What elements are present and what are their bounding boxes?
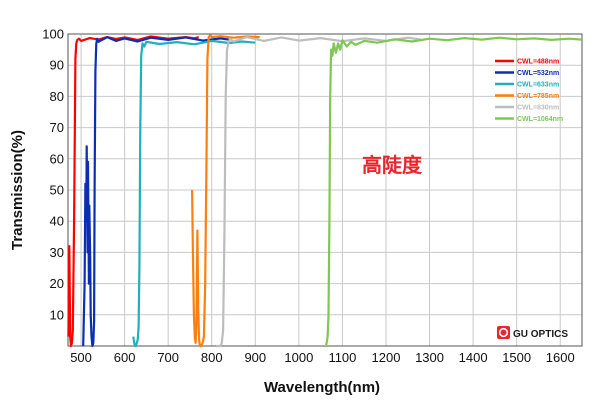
logo-ring-icon xyxy=(498,327,509,338)
legend-label: CWL=633nm xyxy=(517,82,559,89)
x-tick-label: 1100 xyxy=(328,350,356,365)
x-tick-label: 500 xyxy=(70,350,92,365)
x-tick-label: 900 xyxy=(244,350,266,365)
y-tick-label: 10 xyxy=(50,307,64,322)
y-axis-title: Transmission(%) xyxy=(9,130,26,250)
x-tick-label: 800 xyxy=(201,350,223,365)
x-tick-labels: 500 600 700 800 900 1000 1100 1200 1300 1400 1500 1… xyxy=(70,350,574,365)
series-layer xyxy=(67,34,583,348)
x-tick-label: 1600 xyxy=(546,350,575,365)
y-tick-label: 30 xyxy=(50,245,64,260)
series-line-5 xyxy=(216,35,421,348)
x-tick-label: 1300 xyxy=(415,350,444,365)
y-tick-label: 50 xyxy=(50,183,64,198)
chart-legend: CWL=488nm CWL=532nm CWL=633nm CWL=785nm CWL=… xyxy=(495,59,563,123)
x-tick-label: 1500 xyxy=(502,350,531,365)
x-axis-title: Wavelength(nm) xyxy=(264,379,380,396)
y-tick-label: 40 xyxy=(50,214,64,229)
series-line-4 xyxy=(191,34,260,348)
y-tick-label: 100 xyxy=(42,27,64,42)
y-tick-label: 70 xyxy=(50,120,64,135)
series-line-1 xyxy=(67,35,200,348)
y-tick-label: 20 xyxy=(50,276,64,291)
legend-label: CWL=488nm xyxy=(517,59,559,66)
x-tick-label: 1400 xyxy=(459,350,488,365)
legend-label: CWL=1064nm xyxy=(517,116,563,123)
x-tick-label: 1000 xyxy=(284,350,313,365)
legend-label: CWL=785nm xyxy=(517,93,559,100)
y-tick-labels: 10 20 30 40 50 60 70 80 90 100 xyxy=(42,27,64,323)
y-tick-label: 60 xyxy=(50,151,64,166)
series-line-2 xyxy=(82,35,230,348)
logo-text: GU OPTICS xyxy=(513,329,568,340)
x-tick-label: 700 xyxy=(157,350,179,365)
legend-label: CWL=830nm xyxy=(517,105,559,112)
y-tick-label: 90 xyxy=(50,58,64,73)
annotation-label: 高陡度 xyxy=(362,153,423,177)
x-tick-label: 1200 xyxy=(372,350,401,365)
x-tick-label: 600 xyxy=(114,350,136,365)
gu-optics-logo: GU OPTICS xyxy=(497,326,568,340)
series-line-6 xyxy=(324,36,583,348)
legend-label: CWL=532nm xyxy=(517,70,559,77)
y-tick-label: 80 xyxy=(50,89,64,104)
